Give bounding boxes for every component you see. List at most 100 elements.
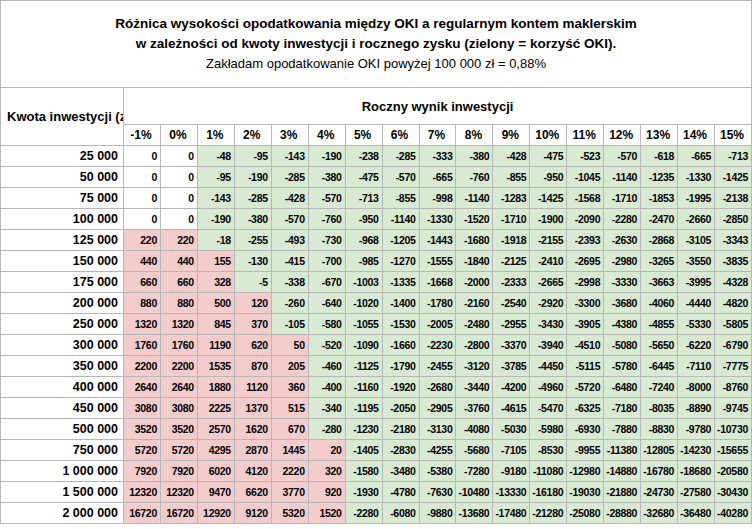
value-cell: -1205 xyxy=(382,230,419,251)
value-cell: -1995 xyxy=(678,188,715,209)
value-cell: -475 xyxy=(530,146,567,167)
value-cell: 2640 xyxy=(124,377,161,398)
value-cell: -333 xyxy=(419,146,456,167)
value-cell: -8530 xyxy=(530,440,567,461)
value-cell: -4855 xyxy=(641,314,678,335)
value-cell: 7920 xyxy=(160,461,197,482)
value-cell: -130 xyxy=(234,251,271,272)
value-cell: -1405 xyxy=(345,440,382,461)
row-label: 150 000 xyxy=(1,251,124,272)
value-cell: -7110 xyxy=(678,356,715,377)
value-cell: -2868 xyxy=(641,230,678,251)
value-cell: 320 xyxy=(308,461,345,482)
value-cell: -5380 xyxy=(419,461,456,482)
title-note: Zakładam opodatkowanie OKI powyżej 100 0… xyxy=(9,54,743,74)
value-cell: -2850 xyxy=(715,209,752,230)
value-cell: -760 xyxy=(308,209,345,230)
value-cell: -3300 xyxy=(567,293,604,314)
value-cell: -4080 xyxy=(456,419,493,440)
value-cell: -400 xyxy=(308,377,345,398)
value-cell: -4510 xyxy=(567,335,604,356)
value-cell: -670 xyxy=(308,272,345,293)
table-title: Różnica wysokości opodatkowania między O… xyxy=(1,1,752,88)
col-header-14pct: 14% xyxy=(678,125,715,146)
value-cell: 2870 xyxy=(234,440,271,461)
value-cell: 0 xyxy=(160,146,197,167)
value-cell: -3130 xyxy=(419,419,456,440)
col-header-15pct: 15% xyxy=(715,125,752,146)
value-cell: -11380 xyxy=(604,440,641,461)
value-cell: 328 xyxy=(197,272,234,293)
table-row: 400 0002640264018801120360-400-1160-1920… xyxy=(1,377,752,398)
value-cell: -1425 xyxy=(715,167,752,188)
value-cell: 220 xyxy=(124,230,161,251)
value-cell: -2155 xyxy=(530,230,567,251)
value-cell: -190 xyxy=(234,167,271,188)
value-cell: -2000 xyxy=(456,272,493,293)
value-cell: -2470 xyxy=(641,209,678,230)
value-cell: -8000 xyxy=(678,377,715,398)
value-cell: -523 xyxy=(567,146,604,167)
value-cell: -4440 xyxy=(678,293,715,314)
value-cell: -4255 xyxy=(419,440,456,461)
value-cell: -14230 xyxy=(678,440,715,461)
value-cell: 4295 xyxy=(197,440,234,461)
value-cell: 1620 xyxy=(234,419,271,440)
table-row: 1 500 0001232012320947066203770920-1930-… xyxy=(1,482,752,503)
value-cell: 5320 xyxy=(271,503,308,524)
value-cell: -3430 xyxy=(530,314,567,335)
row-label: 250 000 xyxy=(1,314,124,335)
value-cell: 2570 xyxy=(197,419,234,440)
value-cell: -20580 xyxy=(715,461,752,482)
value-cell: -5720 xyxy=(567,377,604,398)
row-label: 100 000 xyxy=(1,209,124,230)
row-label: 50 000 xyxy=(1,167,124,188)
value-cell: -3760 xyxy=(456,398,493,419)
value-cell: -2050 xyxy=(382,398,419,419)
value-cell: -1443 xyxy=(419,230,456,251)
value-cell: -18680 xyxy=(678,461,715,482)
value-cell: -1853 xyxy=(641,188,678,209)
value-cell: -340 xyxy=(308,398,345,419)
value-cell: 440 xyxy=(160,251,197,272)
value-cell: -11080 xyxy=(530,461,567,482)
value-cell: -16180 xyxy=(530,482,567,503)
value-cell: -4200 xyxy=(493,377,530,398)
value-cell: -8760 xyxy=(715,377,752,398)
value-cell: -618 xyxy=(641,146,678,167)
value-cell: -6325 xyxy=(567,398,604,419)
axis-header-row: Kwota inwestycji (zł) Roczny wynik inwes… xyxy=(1,88,752,125)
value-cell: -1660 xyxy=(382,335,419,356)
value-cell: 0 xyxy=(160,188,197,209)
value-cell: -2280 xyxy=(604,209,641,230)
value-cell: 155 xyxy=(197,251,234,272)
value-cell: -7880 xyxy=(604,419,641,440)
value-cell: 12920 xyxy=(197,503,234,524)
value-cell: -2695 xyxy=(567,251,604,272)
value-cell: -2455 xyxy=(419,356,456,377)
value-cell: -25080 xyxy=(567,503,604,524)
value-cell: -19030 xyxy=(567,482,604,503)
value-cell: -1425 xyxy=(530,188,567,209)
value-cell: -143 xyxy=(197,188,234,209)
value-cell: -2920 xyxy=(530,293,567,314)
value-cell: -3835 xyxy=(715,251,752,272)
value-cell: 1520 xyxy=(308,503,345,524)
value-cell: 880 xyxy=(124,293,161,314)
value-cell: 16720 xyxy=(124,503,161,524)
value-cell: -28880 xyxy=(604,503,641,524)
value-cell: -1920 xyxy=(382,377,419,398)
value-cell: -1568 xyxy=(567,188,604,209)
value-cell: -3905 xyxy=(567,314,604,335)
value-cell: 1760 xyxy=(124,335,161,356)
table-row: 1 000 00079207920602041202220320-1580-34… xyxy=(1,461,752,482)
value-cell: -2410 xyxy=(530,251,567,272)
value-cell: -1668 xyxy=(419,272,456,293)
value-cell: -2998 xyxy=(567,272,604,293)
value-cell: -16780 xyxy=(641,461,678,482)
value-cell: -570 xyxy=(604,146,641,167)
value-cell: 1445 xyxy=(271,440,308,461)
row-label: 300 000 xyxy=(1,335,124,356)
value-cell: -238 xyxy=(345,146,382,167)
value-cell: -6930 xyxy=(567,419,604,440)
